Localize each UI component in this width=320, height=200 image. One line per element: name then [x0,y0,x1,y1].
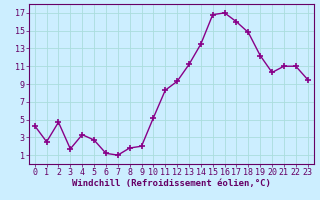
X-axis label: Windchill (Refroidissement éolien,°C): Windchill (Refroidissement éolien,°C) [72,179,271,188]
